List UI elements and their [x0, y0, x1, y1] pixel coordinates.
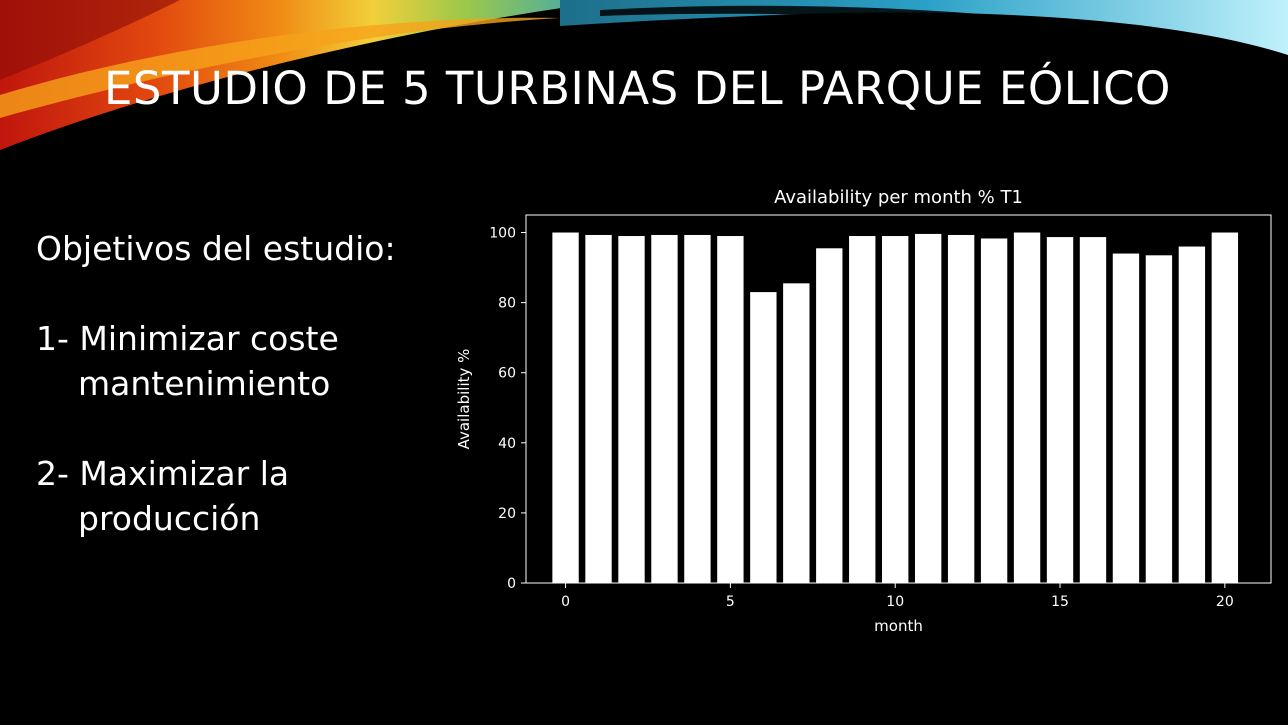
objectives-heading: Objetivos del estudio: — [36, 229, 396, 268]
x-tick-label: 5 — [726, 594, 735, 610]
bar-month-7 — [783, 283, 810, 583]
bar-month-12 — [947, 234, 975, 583]
y-tick-label: 60 — [498, 366, 516, 382]
bar-month-9 — [849, 236, 876, 583]
bar-month-5 — [717, 236, 744, 583]
y-tick-label: 0 — [507, 576, 516, 592]
bar-month-4 — [684, 234, 711, 583]
x-tick-label: 20 — [1216, 594, 1234, 610]
x-tick-label: 10 — [886, 594, 904, 610]
bar-month-10 — [882, 236, 909, 583]
chart-title: Availability per month % T1 — [774, 187, 1023, 208]
x-axis-label: month — [874, 617, 923, 635]
bar-month-0 — [552, 232, 579, 583]
bar-month-17 — [1112, 253, 1140, 584]
y-tick-label: 40 — [498, 436, 516, 452]
bar-month-16 — [1079, 237, 1107, 583]
slide-title: ESTUDIO DE 5 TURBINAS DEL PARQUE EÓLICO — [104, 62, 1171, 115]
x-tick-label: 0 — [561, 594, 570, 610]
bar-month-8 — [816, 248, 843, 583]
plot-frame — [525, 214, 1272, 584]
bar-month-1 — [585, 234, 612, 583]
bar-month-14 — [1013, 232, 1041, 583]
bar-month-3 — [651, 234, 678, 583]
bar-month-6 — [750, 292, 777, 583]
bar-month-19 — [1178, 246, 1206, 583]
bar-month-11 — [914, 233, 942, 583]
x-ticks-group: 0 5 10 15 20 — [561, 583, 1234, 610]
spacer — [36, 406, 456, 451]
bar-month-2 — [618, 236, 645, 583]
bar-month-20 — [1211, 232, 1239, 583]
y-ticks-group: 0 20 40 60 80 100 — [489, 226, 526, 592]
spacer — [36, 271, 456, 316]
availability-bar-chart: 0 5 10 15 20 0 20 40 60 80 100 Availability per m… — [455, 187, 1272, 635]
bar-month-13 — [980, 238, 1008, 583]
decorative-swoosh-banner — [0, 0, 1288, 150]
bar-month-18 — [1145, 255, 1173, 584]
y-axis-label: Availability % — [455, 349, 473, 450]
x-tick-label: 15 — [1051, 594, 1069, 610]
objective-item-1: 1- Minimizar coste mantenimiento — [36, 319, 339, 403]
objective-item-2: 2- Maximizar la producción — [36, 454, 290, 538]
bar-month-15 — [1046, 237, 1074, 583]
bars-group — [552, 232, 1239, 584]
y-tick-label: 100 — [489, 226, 516, 242]
y-tick-label: 80 — [498, 296, 516, 312]
objectives-text-block: Objetivos del estudio: 1- Minimizar cost… — [36, 226, 456, 541]
y-tick-label: 20 — [498, 506, 516, 522]
